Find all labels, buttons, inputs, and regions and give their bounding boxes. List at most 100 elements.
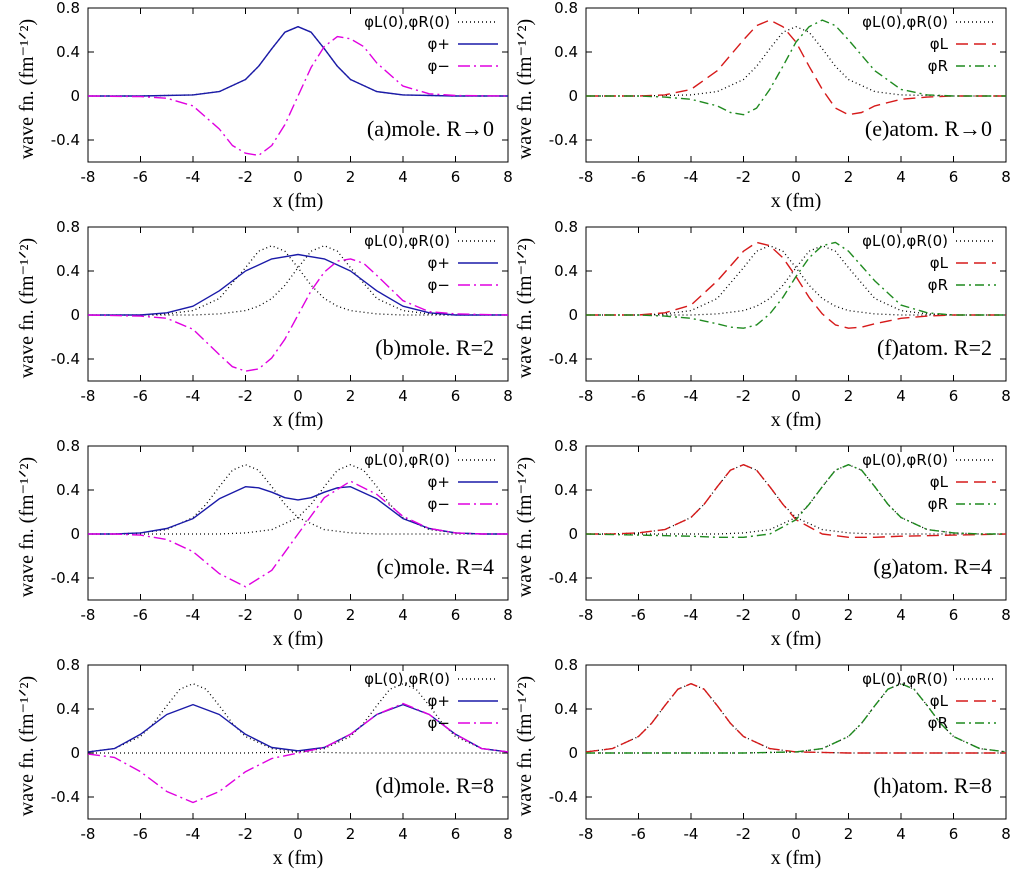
legend-label-plus: φ+	[428, 254, 450, 272]
x-tick-label: -4	[684, 168, 699, 186]
series-line-plus	[88, 253, 508, 316]
panel-label: (b)mole. R=2	[375, 335, 494, 360]
x-tick-label: -4	[186, 825, 201, 843]
x-tick-label: 8	[1001, 168, 1011, 186]
x-axis-label: x (fm)	[273, 409, 324, 431]
legend-label-unperturbed: φL(0),φR(0)	[862, 670, 948, 688]
y-tick-label: 0.4	[56, 481, 80, 499]
x-tick-label: 8	[1001, 606, 1011, 624]
legend-label-right: φR	[928, 57, 948, 75]
x-tick-label: 0	[293, 168, 303, 186]
y-tick-label: -0.4	[549, 350, 578, 368]
x-tick-label: -6	[133, 825, 148, 843]
series-line-right	[586, 683, 1007, 754]
y-tick-label: 0.8	[56, 218, 80, 236]
series-line-plus	[87, 703, 509, 753]
x-tick-label: -8	[81, 168, 96, 186]
y-tick-label: 0	[70, 306, 80, 324]
x-tick-label: -6	[631, 825, 646, 843]
x-tick-label: -6	[631, 387, 646, 405]
x-tick-label: -2	[238, 387, 253, 405]
series-line-minus	[87, 258, 509, 372]
x-tick-label: -2	[238, 825, 253, 843]
x-tick-label: 0	[791, 168, 801, 186]
legend-label-right: φR	[928, 276, 948, 294]
x-tick-label: -4	[684, 825, 699, 843]
x-tick-label: 6	[451, 825, 461, 843]
x-tick-label: 4	[896, 606, 906, 624]
y-axis-label: wave fn. (fm⁻¹ᐟ²)	[16, 19, 38, 159]
x-tick-label: -6	[631, 168, 646, 186]
legend-label-minus: φ−	[428, 495, 450, 513]
y-axis-label: wave fn. (fm⁻¹ᐟ²)	[514, 19, 536, 159]
panel-label: (c)mole. R=4	[377, 554, 495, 579]
x-tick-label: 6	[949, 606, 959, 624]
panel-a: -8 -6 -4 -2 0 2 4 6 8 0.8 0.4 0 -0.4 x (fm) wave fn. (…	[16, 0, 513, 212]
legend-label-left: φL	[930, 473, 949, 491]
x-tick-label: -4	[186, 606, 201, 624]
y-tick-label: 0.4	[554, 262, 578, 280]
y-tick-label: 0	[568, 306, 578, 324]
panel-label: (f)atom. R=2	[877, 335, 992, 360]
legend-label-minus: φ−	[428, 276, 450, 294]
x-tick-label: 6	[949, 168, 959, 186]
x-tick-label: -4	[186, 387, 201, 405]
x-tick-label: -8	[579, 168, 594, 186]
x-tick-label: 2	[844, 825, 854, 843]
x-tick-label: -4	[684, 387, 699, 405]
series-line-left	[586, 19, 1006, 116]
series-line-right	[586, 241, 1006, 329]
panel-c: -8 -6 -4 -2 0 2 4 6 8 0.8 0.4 0 -0.4 x (fm) wave fn. (…	[16, 437, 513, 650]
legend-label-left: φL	[930, 254, 949, 272]
x-tick-label: 6	[451, 387, 461, 405]
y-tick-label: -0.4	[51, 569, 80, 587]
legend-label-unperturbed: φL(0),φR(0)	[862, 232, 948, 250]
x-tick-label: -6	[133, 606, 148, 624]
series-line-unperturbed	[586, 26, 1006, 97]
x-tick-label: -6	[133, 168, 148, 186]
legend-label-unperturbed: φL(0),φR(0)	[364, 232, 450, 250]
legend-label-left: φL	[930, 35, 949, 53]
x-tick-label: -6	[631, 606, 646, 624]
y-tick-label: 0.4	[554, 481, 578, 499]
series-line-unperturbed	[88, 245, 456, 316]
y-axis-label: wave fn. (fm⁻¹ᐟ²)	[514, 238, 536, 378]
y-tick-label: -0.4	[549, 788, 578, 806]
y-tick-label: 0.8	[554, 656, 578, 674]
x-tick-label: -8	[579, 606, 594, 624]
y-tick-label: 0	[568, 744, 578, 762]
x-tick-label: -2	[238, 606, 253, 624]
y-tick-label: 0.4	[56, 262, 80, 280]
y-tick-label: 0.8	[554, 218, 578, 236]
x-tick-label: -8	[81, 606, 96, 624]
x-tick-label: 2	[346, 825, 356, 843]
x-tick-label: 0	[293, 387, 303, 405]
x-tick-label: 4	[896, 168, 906, 186]
y-axis-label: wave fn. (fm⁻¹ᐟ²)	[16, 676, 38, 816]
legend-label-right: φR	[928, 495, 948, 513]
y-tick-label: -0.4	[51, 788, 80, 806]
x-tick-label: 2	[844, 387, 854, 405]
y-axis-label: wave fn. (fm⁻¹ᐟ²)	[514, 457, 536, 597]
x-axis-label: x (fm)	[273, 190, 324, 212]
x-tick-label: 2	[346, 387, 356, 405]
y-axis-label: wave fn. (fm⁻¹ᐟ²)	[16, 238, 38, 378]
legend-label-right: φR	[928, 714, 948, 732]
x-tick-label: -8	[81, 387, 96, 405]
y-tick-label: 0	[70, 87, 80, 105]
panel-label: (g)atom. R=4	[873, 554, 992, 579]
x-axis-label: x (fm)	[273, 628, 324, 650]
series-line-unperturbed	[586, 245, 954, 316]
x-tick-label: 4	[398, 387, 408, 405]
series-line-unperturbed	[586, 683, 1007, 754]
y-tick-label: 0.8	[56, 0, 80, 17]
series-line-minus	[88, 480, 508, 588]
panel-b: -8 -6 -4 -2 0 2 4 6 8 0.8 0.4 0 -0.4 x (fm) wave fn. (…	[16, 218, 513, 431]
x-tick-label: -2	[736, 606, 751, 624]
series-line-right	[586, 19, 1006, 116]
legend-label-left: φL	[930, 692, 949, 710]
x-tick-label: 8	[503, 168, 513, 186]
x-tick-label: 6	[949, 387, 959, 405]
x-tick-label: 2	[346, 606, 356, 624]
series-line-unperturbed	[638, 245, 1006, 316]
